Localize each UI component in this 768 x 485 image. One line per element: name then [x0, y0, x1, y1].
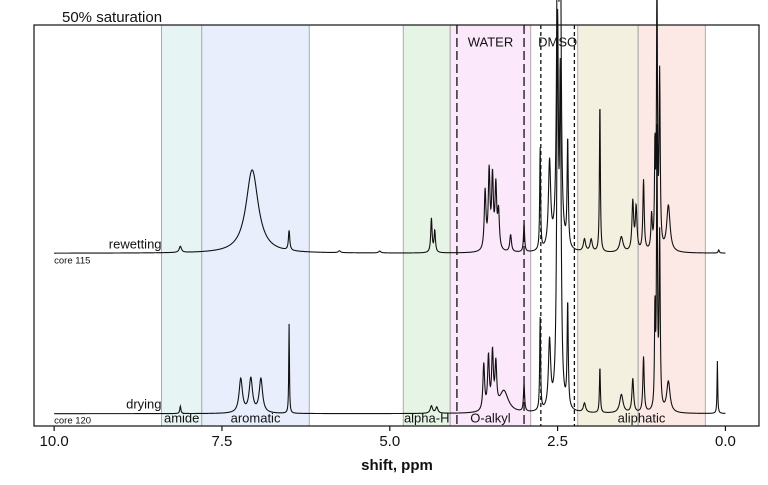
region-aromatic: [201, 24, 310, 427]
series-label-drying: drying: [126, 397, 161, 412]
series-layer: [54, 0, 726, 415]
region-label-amide: amide: [164, 411, 199, 426]
plot-frame: [33, 24, 760, 427]
series-label-rewetting: rewetting: [109, 236, 162, 251]
region-label-aromatic: aromatic: [231, 411, 281, 426]
chart-title: 50% saturation: [62, 9, 162, 26]
region-label-aliphatic: aliphatic: [618, 411, 666, 426]
region-aliphatic-sub: [637, 24, 706, 427]
x-tick-label-4: 0.0: [715, 433, 736, 450]
region-amide: [161, 24, 203, 427]
region-aliphatic: [577, 24, 639, 427]
solvent-label-water: WATER: [468, 35, 514, 50]
series-line-rewetting: [54, 0, 726, 254]
labels-layer: amide aromatic alpha-H O-alkyl aliphatic WATE…: [54, 35, 666, 427]
series-sample-rewetting: core 115: [54, 255, 90, 266]
series-line-drying: [54, 8, 726, 415]
solvent-label-dmso: DMSO: [538, 35, 577, 50]
x-tick-label-3: 2.5: [547, 433, 568, 450]
x-axis: 10.0 7.5 5.0 2.5 0.0: [40, 426, 736, 450]
regions-layer: [161, 24, 706, 427]
x-tick-label-1: 7.5: [212, 433, 233, 450]
region-label-O-alkyl: O-alkyl: [470, 411, 511, 426]
region-O-alkyl: [449, 24, 532, 427]
x-tick-label-0: 10.0: [40, 433, 69, 450]
region-label-alpha-H: alpha-H: [404, 411, 450, 426]
x-tick-label-2: 5.0: [379, 433, 400, 450]
x-axis-label: shift, ppm: [361, 457, 433, 474]
region-alpha-H: [402, 24, 451, 427]
series-sample-drying: core 120: [54, 416, 91, 427]
